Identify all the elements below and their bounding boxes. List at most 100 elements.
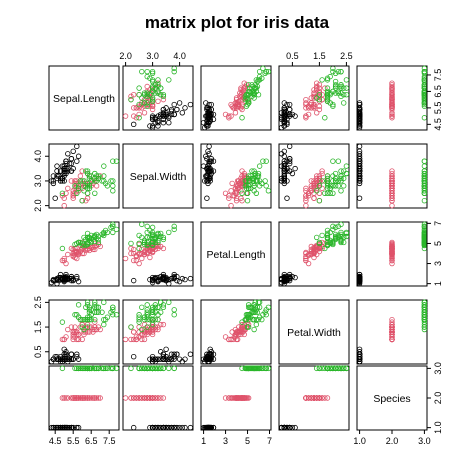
data-point-0-3-2-32 bbox=[335, 90, 342, 96]
data-point-1-4-1-47 bbox=[389, 180, 395, 187]
data-point-3-0-2-41 bbox=[95, 304, 102, 311]
data-point-2-1-1-14 bbox=[147, 254, 153, 261]
data-point-1-0-2-34 bbox=[81, 188, 87, 194]
data-point-3-0-2-2 bbox=[99, 309, 105, 315]
data-point-0-3-1-49 bbox=[311, 101, 317, 108]
data-point-1-3-0-47 bbox=[281, 173, 287, 179]
data-point-0-3-2-40 bbox=[341, 85, 347, 91]
data-point-1-4-0-48 bbox=[356, 160, 363, 167]
data-point-2-1-2-6 bbox=[136, 245, 142, 252]
data-point-0-1-2-46 bbox=[136, 92, 142, 98]
data-point-1-0-1-35 bbox=[79, 168, 85, 174]
data-point-0-2-1-9 bbox=[232, 110, 239, 116]
data-point-4-0-2-45 bbox=[92, 365, 98, 372]
data-point-0-3-1-26 bbox=[314, 83, 320, 90]
data-point-0-3-0-45 bbox=[284, 116, 290, 123]
data-point-2-3-0-44 bbox=[286, 271, 293, 278]
data-point-0-1-2-14 bbox=[144, 100, 150, 106]
data-point-4-0-1-4 bbox=[88, 395, 94, 401]
data-point-0-1-2-34 bbox=[139, 95, 145, 101]
data-point-4-1-0-32 bbox=[179, 424, 186, 431]
data-point-4-2-1-43 bbox=[226, 395, 232, 401]
data-point-0-3-2-44 bbox=[343, 85, 350, 91]
data-point-0-3-1-36 bbox=[316, 85, 323, 91]
data-point-0-1-0-16 bbox=[174, 106, 180, 113]
data-point-1-2-2-6 bbox=[239, 190, 245, 196]
data-point-0-3-1-24 bbox=[311, 90, 317, 96]
panel-frame-3-3 bbox=[278, 299, 350, 365]
data-point-3-1-1-37 bbox=[130, 329, 137, 335]
data-point-0-3-2-25 bbox=[324, 77, 331, 83]
data-point-0-1-2-26 bbox=[144, 93, 150, 100]
data-point-0-2-0-42 bbox=[204, 123, 210, 129]
data-point-1-2-2-9 bbox=[256, 163, 263, 169]
data-point-3-1-2-46 bbox=[136, 314, 142, 320]
x-tick-label-2-1: 3 bbox=[223, 436, 228, 446]
data-point-2-1-2-30 bbox=[144, 229, 150, 236]
data-point-0-1-1-37 bbox=[130, 92, 137, 98]
data-point-1-0-0-22 bbox=[54, 163, 60, 169]
data-point-3-2-2-25 bbox=[255, 316, 262, 323]
data-point-1-3-1-17 bbox=[303, 185, 309, 192]
data-point-0-1-0-45 bbox=[149, 116, 156, 123]
data-point-1-0-2-20 bbox=[95, 173, 102, 179]
data-point-4-3-1-20 bbox=[324, 395, 331, 401]
data-point-1-0-0-32 bbox=[65, 151, 71, 157]
data-point-0-3-1-29 bbox=[303, 101, 309, 108]
data-point-0-1-2-47 bbox=[149, 88, 156, 95]
data-point-0-1-2-41 bbox=[152, 82, 158, 88]
data-point-2-3-2-20 bbox=[338, 233, 344, 240]
data-point-2-0-1-48 bbox=[63, 260, 69, 267]
x-tick-label-4-2: 3.0 bbox=[418, 436, 431, 446]
data-point-4-2-2-48 bbox=[249, 365, 255, 372]
data-point-3-0-1-7 bbox=[59, 336, 66, 343]
data-point-3-0-2-32 bbox=[86, 307, 93, 313]
data-point-4-2-2-18 bbox=[265, 365, 272, 372]
data-point-3-1-2-13 bbox=[136, 312, 142, 318]
data-point-2-1-2-0 bbox=[157, 230, 164, 237]
data-point-1-0-2-2 bbox=[99, 178, 105, 184]
data-point-3-0-0-42 bbox=[50, 356, 57, 362]
data-point-4-1-1-35 bbox=[160, 395, 167, 401]
data-point-4-1-0-45 bbox=[149, 424, 156, 431]
data-point-1-0-1-9 bbox=[65, 185, 71, 192]
data-point-2-3-2-44 bbox=[343, 233, 350, 240]
data-point-2-1-1-7 bbox=[133, 257, 140, 264]
data-point-4-0-1-48 bbox=[63, 395, 69, 401]
data-point-0-3-0-37 bbox=[278, 115, 285, 121]
data-point-1-0-2-36 bbox=[84, 168, 91, 174]
data-point-4-0-2-41 bbox=[95, 365, 102, 372]
data-point-4-3-1-27 bbox=[322, 395, 328, 401]
data-point-1-3-1-43 bbox=[303, 195, 309, 201]
data-point-1-3-2-17 bbox=[335, 158, 342, 164]
data-point-2-3-1-23 bbox=[308, 243, 314, 250]
data-point-1-0-0-15 bbox=[74, 143, 80, 150]
data-point-1-0-2-33 bbox=[84, 183, 91, 189]
data-point-1-0-2-49 bbox=[77, 178, 84, 184]
data-point-1-3-1-47 bbox=[311, 180, 317, 187]
data-point-0-3-1-42 bbox=[308, 100, 314, 106]
data-point-1-4-1-48 bbox=[389, 190, 395, 196]
data-point-2-1-2-38 bbox=[149, 242, 156, 249]
data-point-2-0-2-44 bbox=[92, 233, 98, 240]
data-point-4-1-2-46 bbox=[136, 365, 142, 372]
data-point-0-1-1-20 bbox=[155, 98, 161, 104]
data-point-4-0-1-7 bbox=[59, 395, 66, 401]
data-point-1-3-2-44 bbox=[343, 170, 350, 177]
data-point-0-3-2-9 bbox=[343, 77, 350, 83]
data-point-0-2-2-31 bbox=[260, 65, 266, 72]
data-point-2-1-0-24 bbox=[160, 271, 167, 278]
data-point-1-2-2-35 bbox=[256, 178, 263, 184]
data-point-0-1-2-42 bbox=[141, 100, 148, 106]
data-point-4-1-1-18 bbox=[128, 395, 134, 401]
data-point-2-0-2-30 bbox=[104, 229, 111, 236]
data-point-2-0-2-49 bbox=[77, 239, 84, 246]
data-point-3-4-2-48 bbox=[421, 304, 428, 311]
data-point-0-1-2-5 bbox=[149, 70, 156, 77]
data-point-0-1-2-18 bbox=[139, 68, 145, 75]
data-point-2-1-1-44 bbox=[141, 248, 148, 255]
panel-frame-4-3 bbox=[278, 365, 350, 431]
data-point-0-1-2-38 bbox=[149, 96, 156, 103]
data-point-2-0-2-29 bbox=[101, 232, 107, 239]
data-point-1-3-1-48 bbox=[305, 190, 312, 196]
